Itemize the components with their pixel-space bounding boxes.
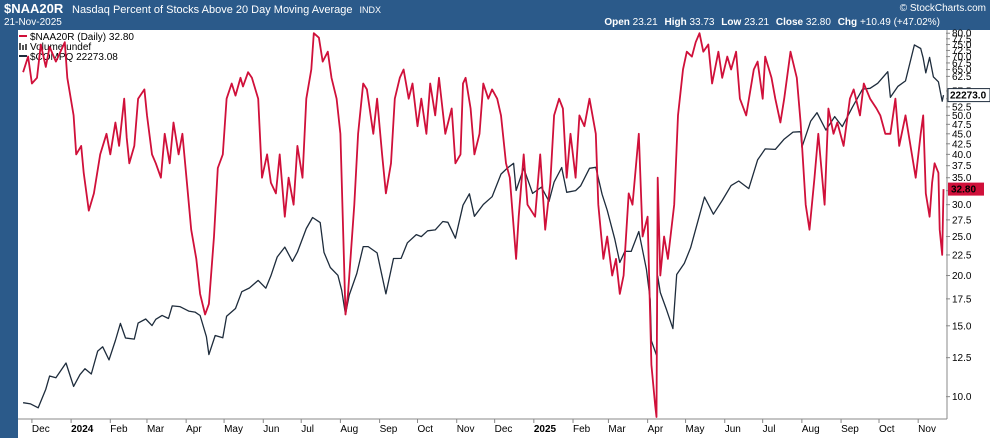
close-value: 32.80 (806, 17, 831, 28)
x-tick-label: Aug (340, 424, 358, 435)
x-axis-area (18, 419, 990, 438)
low-value: 23.21 (744, 17, 769, 28)
y-tick-label: 45.0 (952, 129, 972, 140)
symbol-title: $NAA20R (4, 1, 64, 16)
x-tick-label: Sep (841, 424, 859, 435)
x-tick-label: Sep (380, 424, 398, 435)
x-tick-label: Aug (802, 424, 820, 435)
symbol-description: Nasdaq Percent of Stocks Above 20 Day Mo… (72, 4, 381, 16)
volume-icon (19, 43, 27, 50)
chg-value: +10.49 (+47.02%) (860, 17, 940, 28)
exchange-text: INDX (360, 5, 382, 15)
y-tick-label: 27.5 (952, 215, 972, 226)
x-tick-label: Jun (263, 424, 279, 435)
x-tick-label: Nov (918, 424, 936, 435)
y-tick-label: 25.0 (952, 232, 972, 243)
x-tick-label: Feb (110, 424, 128, 435)
y-tick-label: 65.0 (952, 65, 972, 76)
compq-value-marker: 22273.0 (947, 88, 990, 103)
y-tick-label: 62.5 (952, 72, 972, 83)
open-value: 23.21 (633, 17, 658, 28)
compq-value-badge (947, 88, 990, 103)
y-tick-label: 20.0 (952, 271, 972, 282)
legend-volume-label: Volume undef (30, 42, 91, 53)
y-tick-label: 80.0 (952, 29, 972, 40)
x-tick-label: Feb (573, 424, 591, 435)
ohlc-readout: Open 23.21 High 33.73 Low 23.21 Close 32… (604, 17, 940, 28)
current-value-badge (948, 182, 984, 196)
series-line-compq (22, 44, 945, 409)
y-tick-label: 12.5 (952, 353, 972, 364)
y-tick-label: 15.0 (952, 321, 972, 332)
y-tick-label: 42.5 (952, 139, 972, 150)
x-axis-ticks: Dec 2024 Feb Mar Apr May Jun Jul Aug Sep Oct Nov Dec… (31, 419, 936, 435)
close-label: Close (776, 17, 804, 28)
x-tick-label: Apr (648, 424, 664, 435)
current-value-text: 32.80 (951, 185, 976, 196)
x-tick-label: May (686, 424, 705, 435)
series-line-naa20r (22, 32, 945, 418)
y-tick-label: 37.5 (952, 161, 972, 172)
x-tick-label: Jul (301, 424, 314, 435)
description-text: Nasdaq Percent of Stocks Above 20 Day Mo… (72, 4, 352, 16)
open-label: Open (604, 17, 630, 28)
x-tick-label: Oct (418, 424, 434, 435)
y-tick-label: 70.0 (952, 52, 972, 63)
y-tick-label: 47.5 (952, 120, 972, 131)
compq-value-text: 22273.0 (950, 91, 987, 102)
high-label: High (664, 17, 686, 28)
y-tick-label: 75.0 (952, 40, 972, 51)
y-tick-label: 22.5 (952, 250, 972, 261)
low-label: Low (721, 17, 741, 28)
x-tick-label: Mar (608, 424, 626, 435)
x-tick-label: Nov (457, 424, 475, 435)
y-tick-label: 77.5 (952, 34, 972, 45)
chart-date: 21-Nov-2025 (4, 17, 62, 28)
y-tick-label: 40.0 (952, 150, 972, 161)
y-tick-label: 35.0 (952, 173, 972, 184)
x-tick-label: Jul (763, 424, 776, 435)
x-tick-label: Mar (147, 424, 165, 435)
chg-label: Chg (838, 17, 857, 28)
x-tick-label: May (224, 424, 243, 435)
y-tick-label: 50.0 (952, 111, 972, 122)
legend-naa20r-label: $NAA20R (Daily) 32.80 (30, 32, 134, 43)
x-tick-label: 2024 (71, 424, 94, 435)
y-tick-label: 72.5 (952, 46, 972, 57)
y-tick-label: 67.5 (952, 58, 972, 69)
x-tick-label: Apr (186, 424, 202, 435)
y-tick-label: 17.5 (952, 294, 972, 305)
current-value-marker: 32.80 (948, 182, 984, 196)
y-tick-label: 30.0 (952, 200, 972, 211)
x-tick-label: Dec (495, 424, 513, 435)
x-tick-label: 2025 (534, 424, 557, 435)
legend-compq-label: $COMPQ 22273.08 (30, 52, 118, 63)
x-tick-label: Jun (725, 424, 741, 435)
high-value: 33.73 (689, 17, 714, 28)
legend: $NAA20R (Daily) 32.80 Volume undef $COMP… (19, 32, 134, 63)
y-tick-label: 10.0 (952, 392, 972, 403)
x-tick-label: Dec (32, 424, 50, 435)
watermark: © StockCharts.com (900, 3, 986, 14)
y-tick-label: 52.5 (952, 102, 972, 113)
x-tick-label: Oct (879, 424, 895, 435)
